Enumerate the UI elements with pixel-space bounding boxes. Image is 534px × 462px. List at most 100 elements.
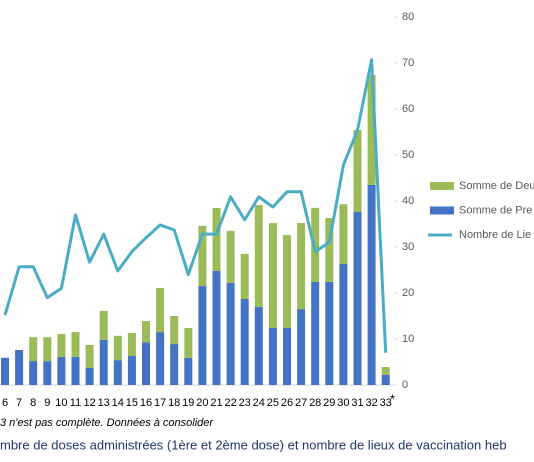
bar [85, 367, 94, 385]
y-tick-label: 70 [402, 57, 414, 69]
bar [29, 361, 38, 385]
bar [226, 282, 235, 385]
y-tick-label: 50 [402, 149, 414, 161]
x-tick-label: 16 [140, 397, 152, 409]
legend-swatch [430, 206, 454, 215]
footnote: 3 n'est pas complète. Données à consolid… [0, 417, 214, 429]
x-tick-label: 29 [323, 397, 335, 409]
x-tick-label: 26 [281, 397, 293, 409]
x-tick-label: 18 [168, 397, 180, 409]
bar [297, 309, 306, 385]
x-tick-label: 6 [2, 397, 8, 409]
bar [99, 310, 108, 340]
bar [240, 298, 249, 385]
y-tick-label: 40 [402, 195, 414, 207]
bar [353, 130, 362, 213]
bar [113, 360, 122, 385]
legend-label: Nombre de Lie [459, 229, 531, 241]
x-tick-label: 33 [380, 397, 392, 409]
bar [15, 350, 24, 385]
bar [170, 316, 179, 345]
bar [339, 264, 348, 385]
y-tick-label: 80 [402, 11, 414, 23]
y-tick-label: 30 [402, 241, 414, 253]
x-tick-label: 9 [44, 397, 50, 409]
bar [127, 356, 136, 385]
bar [57, 356, 66, 385]
y-tick-label: 60 [402, 103, 414, 115]
annotation: * [390, 391, 395, 406]
bar [268, 327, 277, 385]
x-tick-label: 25 [267, 397, 279, 409]
x-tick-label: 12 [83, 397, 95, 409]
bar [71, 356, 80, 385]
x-tick-label: 21 [210, 397, 222, 409]
bar [311, 207, 320, 282]
x-tick-label: 20 [196, 397, 208, 409]
bar [99, 339, 108, 385]
bar [43, 337, 52, 362]
bar [1, 357, 9, 385]
x-tick-label: 22 [224, 397, 236, 409]
bar [198, 286, 207, 385]
bar [268, 223, 277, 328]
x-tick-label: 30 [337, 397, 349, 409]
bar [142, 342, 150, 385]
bar [127, 333, 136, 357]
bar [254, 306, 263, 385]
y-tick-label: 0 [402, 379, 408, 391]
bar [367, 184, 376, 385]
x-tick-label: 17 [154, 397, 166, 409]
bar [297, 223, 306, 310]
bar [325, 218, 334, 282]
x-tick-label: 7 [16, 397, 22, 409]
x-tick-label: 11 [70, 397, 81, 409]
bar [170, 344, 179, 385]
x-tick-label: 27 [295, 397, 307, 409]
bar [339, 204, 348, 265]
bar [57, 333, 66, 357]
x-tick-label: 13 [98, 397, 110, 409]
bar [142, 321, 150, 343]
x-tick-label: 10 [55, 397, 67, 409]
bar [311, 281, 320, 385]
bar [381, 367, 390, 375]
bar [212, 270, 221, 385]
bar [184, 357, 193, 385]
x-tick-label: 15 [126, 397, 138, 409]
bar [367, 74, 376, 185]
line [3, 58, 388, 353]
bar [184, 327, 193, 358]
bar [283, 235, 291, 328]
x-tick-label: 32 [365, 397, 377, 409]
bar [283, 327, 291, 385]
bar [198, 225, 207, 287]
x-tick-label: 24 [253, 397, 265, 409]
bar [226, 230, 235, 283]
x-tick-label: 14 [112, 397, 124, 409]
x-tick-label: 31 [351, 397, 363, 409]
x-tick-label: 8 [30, 397, 36, 409]
bar [353, 212, 362, 385]
bar [240, 253, 249, 299]
x-tick-label: 28 [309, 397, 321, 409]
bar [325, 281, 334, 385]
legend-swatch [430, 182, 454, 190]
bar [113, 335, 122, 361]
x-tick-label: 19 [182, 397, 194, 409]
caption: mbre de doses administrées (1ère et 2ème… [0, 437, 507, 452]
bar [212, 207, 221, 271]
bar [29, 337, 38, 362]
bar [156, 287, 165, 333]
bar [43, 361, 52, 385]
bar [71, 332, 80, 357]
legend-label: Somme de Pre [459, 204, 532, 216]
y-tick-label: 20 [402, 287, 414, 299]
bar [156, 332, 165, 385]
y-tick-label: 10 [402, 333, 414, 345]
x-tick-label: 23 [239, 397, 251, 409]
legend-label: Somme de Deu [459, 180, 534, 192]
bar [85, 344, 94, 368]
